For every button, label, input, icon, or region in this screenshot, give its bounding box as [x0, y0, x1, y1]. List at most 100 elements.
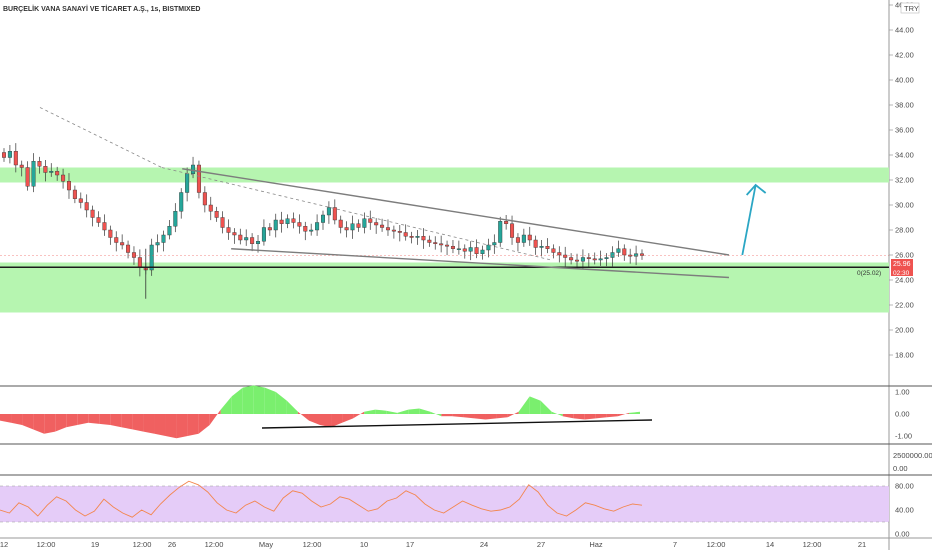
- oscillator-area: [176, 414, 188, 439]
- oscillator-area: [132, 414, 144, 432]
- oscillator-area: [518, 396, 530, 414]
- time-tick-label: 12:00: [37, 540, 56, 549]
- oscillator-area: [275, 392, 287, 414]
- chart-title: BURÇELİK VANA SANAYİ VE TİCARET A.Ş., 1s…: [3, 5, 200, 13]
- oscillator-area: [485, 414, 497, 420]
- candle-body: [261, 227, 266, 242]
- candle-body: [356, 223, 361, 228]
- candle-body: [539, 246, 544, 248]
- time-tick-label: 21: [858, 540, 866, 549]
- time-axis: 12 12:00 19 12:00 26 12:00 May 12:00 10 17 24 27 Haz…: [0, 540, 866, 549]
- rsi-line: [0, 480, 643, 518]
- volume-tick-label: 2500000.00: [893, 451, 932, 460]
- candle-body: [385, 227, 390, 231]
- candle-body: [563, 254, 568, 258]
- candle-body: [214, 211, 219, 218]
- oscillator-area: [66, 414, 78, 428]
- candle-body: [480, 249, 485, 254]
- time-tick-label: 12:00: [803, 540, 822, 549]
- candle-body: [167, 226, 172, 236]
- candle-body: [521, 234, 526, 243]
- candle-body: [586, 257, 591, 259]
- currency-box: [900, 2, 920, 14]
- candle-body: [2, 152, 6, 158]
- candle-body: [244, 237, 249, 241]
- candle-body: [149, 244, 154, 271]
- price-tick-label: 18.00: [895, 351, 914, 360]
- oscillator-area: [408, 408, 420, 414]
- candle-body: [344, 227, 349, 231]
- candle-body: [72, 189, 77, 199]
- oscillator-area: [584, 414, 596, 420]
- time-tick-label: 10: [360, 540, 368, 549]
- oscillator-area: [121, 414, 133, 430]
- oscillator-area: [11, 414, 23, 425]
- candle-body: [55, 171, 60, 176]
- candle-body: [173, 211, 178, 227]
- candle-body: [557, 252, 562, 256]
- countdown-label: 02:30: [893, 270, 910, 277]
- time-tick-label: 12:00: [133, 540, 152, 549]
- price-axis: 46.0044.0042.0040.0038.0036.0034.0032.00…: [889, 1, 914, 360]
- oscillator-area: [353, 411, 365, 419]
- candle-body: [202, 192, 207, 206]
- time-tick-label: 12:00: [707, 540, 726, 549]
- candle-body: [604, 257, 609, 259]
- price-tick-label: 42.00: [895, 51, 914, 60]
- oscillator-tick-label: 1.00: [895, 388, 910, 397]
- time-tick-label: 27: [537, 540, 545, 549]
- oscillator-area: [33, 414, 45, 434]
- last-price-badge: [891, 259, 913, 268]
- candle-body: [533, 239, 538, 248]
- oscillator-area: [562, 414, 574, 419]
- candle-body: [137, 257, 142, 268]
- candle-body: [498, 221, 503, 243]
- oscillator-area: [606, 414, 618, 418]
- candle-body: [250, 237, 255, 244]
- candle-body: [527, 234, 532, 241]
- oscillator-area: [165, 414, 177, 439]
- trendline-lower-wedge: [231, 248, 730, 279]
- candle-body: [191, 164, 196, 174]
- candle-body: [439, 243, 444, 246]
- candle-body: [19, 164, 24, 168]
- oscillator-area: [154, 414, 166, 436]
- oscillator-area: [331, 414, 343, 428]
- support-zone: [0, 262, 889, 313]
- candle-body: [445, 244, 450, 247]
- price-tick-label: 22.00: [895, 301, 914, 310]
- candle-body: [433, 242, 438, 244]
- time-tick-label: 12: [0, 540, 8, 549]
- resistance-zone: [0, 167, 889, 183]
- price-tick-label: 26.00: [895, 251, 914, 260]
- oscillator-area: [617, 412, 629, 417]
- oscillator-area: [264, 387, 276, 414]
- candle-body: [61, 174, 66, 182]
- trendline-diag: [161, 167, 552, 261]
- oscillator-tick-label: 0.00: [895, 410, 910, 419]
- candle-body: [474, 247, 479, 254]
- candle-body: [220, 217, 225, 228]
- oscillator-trendline: [261, 419, 653, 429]
- candle-body: [321, 214, 326, 223]
- candle-body: [326, 207, 331, 216]
- candle-body: [208, 204, 213, 212]
- trendline-upper: [39, 107, 162, 168]
- candle-body: [96, 217, 101, 223]
- oscillator-area: [441, 414, 453, 417]
- candle-body: [131, 252, 136, 258]
- candle-body: [43, 166, 48, 173]
- candle-body: [456, 248, 461, 250]
- candle-body: [616, 248, 621, 253]
- rsi-tick-label: 80.00: [895, 482, 914, 491]
- candle-body: [297, 222, 302, 227]
- rsi-tick-label: 0.00: [895, 530, 910, 539]
- candle-body: [126, 244, 131, 253]
- oscillator-group: 1.00 0.00 -1.00 2500000.00 0.00: [0, 385, 932, 473]
- candle-body: [575, 259, 580, 262]
- oscillator-area: [286, 400, 298, 414]
- candle-body: [403, 232, 408, 237]
- candle-body: [515, 237, 520, 243]
